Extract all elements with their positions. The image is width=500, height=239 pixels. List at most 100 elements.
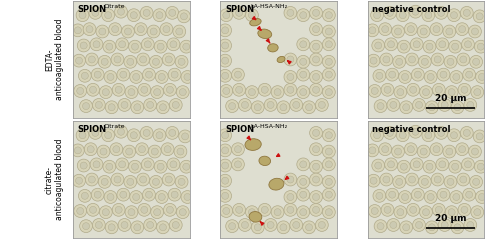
Circle shape: [446, 148, 453, 155]
Circle shape: [386, 129, 394, 136]
Circle shape: [277, 101, 290, 114]
Circle shape: [478, 73, 486, 81]
Ellipse shape: [249, 212, 262, 222]
Circle shape: [144, 41, 152, 48]
Circle shape: [326, 28, 332, 35]
Circle shape: [92, 188, 104, 201]
Circle shape: [131, 221, 143, 234]
Circle shape: [458, 83, 471, 96]
Circle shape: [430, 23, 443, 36]
Circle shape: [78, 190, 92, 202]
Circle shape: [121, 101, 128, 109]
Circle shape: [312, 146, 320, 153]
Circle shape: [312, 194, 320, 201]
Circle shape: [446, 28, 453, 35]
Circle shape: [166, 206, 173, 213]
Circle shape: [467, 222, 474, 228]
Circle shape: [102, 9, 115, 22]
Circle shape: [300, 161, 306, 168]
Circle shape: [472, 148, 478, 155]
Circle shape: [409, 5, 422, 18]
Circle shape: [218, 39, 232, 52]
Circle shape: [92, 68, 104, 81]
Circle shape: [451, 221, 464, 234]
Circle shape: [142, 188, 156, 201]
Circle shape: [300, 12, 306, 19]
Circle shape: [110, 143, 122, 156]
Circle shape: [114, 125, 128, 138]
Circle shape: [138, 26, 144, 33]
Circle shape: [80, 220, 92, 233]
Circle shape: [138, 83, 150, 96]
Circle shape: [284, 53, 297, 66]
Circle shape: [258, 203, 271, 216]
Text: SPION: SPION: [225, 5, 254, 14]
Text: EDTA-
anticoagulated blood: EDTA- anticoagulated blood: [45, 19, 64, 100]
Circle shape: [284, 83, 297, 96]
Text: 20 μm: 20 μm: [434, 94, 466, 103]
Circle shape: [232, 68, 244, 81]
Circle shape: [381, 203, 394, 216]
Circle shape: [476, 71, 488, 83]
Circle shape: [371, 207, 378, 214]
Circle shape: [464, 161, 471, 168]
Circle shape: [76, 87, 84, 94]
Circle shape: [132, 194, 140, 201]
Circle shape: [384, 126, 396, 139]
Circle shape: [400, 43, 407, 50]
Circle shape: [218, 159, 232, 172]
Circle shape: [132, 73, 140, 81]
Circle shape: [166, 176, 172, 183]
Circle shape: [118, 98, 131, 111]
Circle shape: [368, 85, 381, 97]
Circle shape: [178, 10, 190, 23]
Circle shape: [297, 206, 310, 219]
Circle shape: [464, 9, 470, 16]
Circle shape: [427, 194, 434, 201]
Circle shape: [89, 126, 102, 139]
Circle shape: [456, 23, 468, 36]
Circle shape: [470, 175, 482, 188]
Circle shape: [162, 173, 175, 186]
Circle shape: [297, 175, 310, 188]
Circle shape: [150, 28, 157, 35]
Circle shape: [124, 28, 132, 35]
Circle shape: [174, 145, 187, 158]
Circle shape: [236, 9, 242, 16]
Circle shape: [302, 101, 316, 114]
Circle shape: [312, 129, 320, 136]
Circle shape: [434, 176, 441, 183]
Circle shape: [436, 158, 448, 171]
Circle shape: [114, 176, 121, 183]
Circle shape: [461, 206, 468, 213]
Circle shape: [430, 143, 443, 156]
Circle shape: [175, 175, 188, 188]
Circle shape: [410, 158, 423, 171]
Circle shape: [394, 86, 407, 98]
Circle shape: [326, 132, 332, 139]
Circle shape: [140, 6, 153, 19]
Text: SPION: SPION: [78, 125, 107, 134]
Circle shape: [474, 89, 481, 96]
Circle shape: [100, 148, 107, 155]
Circle shape: [153, 9, 166, 22]
Circle shape: [297, 188, 310, 201]
Circle shape: [467, 101, 474, 109]
Circle shape: [102, 129, 115, 142]
Circle shape: [104, 132, 112, 139]
Circle shape: [154, 89, 160, 96]
Circle shape: [444, 175, 457, 188]
Circle shape: [114, 56, 121, 63]
Circle shape: [326, 89, 332, 96]
Circle shape: [222, 162, 228, 169]
Circle shape: [90, 206, 96, 213]
Circle shape: [94, 71, 101, 78]
Circle shape: [96, 222, 102, 228]
Circle shape: [458, 203, 471, 216]
Circle shape: [143, 9, 150, 16]
Circle shape: [122, 145, 136, 158]
Circle shape: [164, 203, 176, 216]
Circle shape: [74, 27, 82, 34]
Circle shape: [416, 222, 422, 228]
Circle shape: [374, 100, 387, 113]
